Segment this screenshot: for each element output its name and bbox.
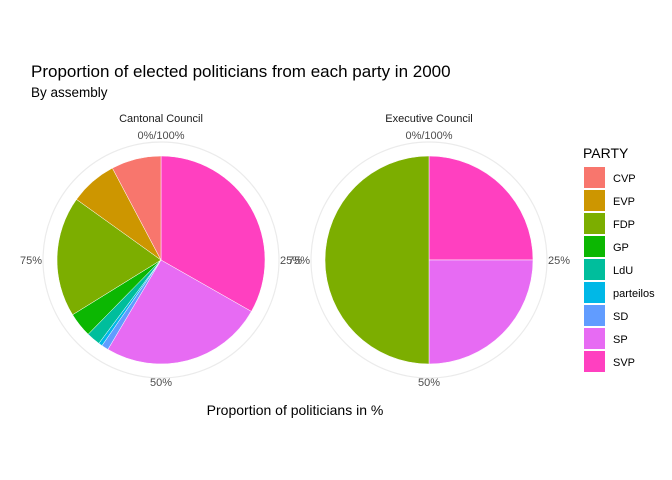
pie-slice-sp bbox=[428, 259, 534, 365]
legend-swatch bbox=[584, 351, 605, 372]
legend-label: parteilos bbox=[613, 288, 655, 300]
legend-item-cvp: CVP bbox=[584, 167, 636, 188]
pie-slice-fdp bbox=[56, 199, 162, 316]
legend-item-evp: EVP bbox=[584, 190, 635, 211]
legend-swatch bbox=[584, 259, 605, 280]
legend-label: FDP bbox=[613, 219, 635, 231]
legend-swatch bbox=[584, 282, 605, 303]
pie-panel: Executive Council 0%/100% 25% 50% 75% bbox=[288, 113, 570, 389]
angle-tick-label: 25% bbox=[548, 255, 570, 267]
legend-swatch bbox=[584, 167, 605, 188]
legend-label: SVP bbox=[613, 357, 635, 369]
pie-slice-fdp bbox=[324, 155, 430, 365]
legend-item-sp: SP bbox=[584, 328, 628, 349]
legend-label: SD bbox=[613, 311, 628, 323]
x-axis-title: Proportion of politicians in % bbox=[207, 402, 384, 418]
legend-item-sd: SD bbox=[584, 305, 628, 326]
pie-slice-cvp bbox=[112, 155, 162, 261]
angle-tick-label: 50% bbox=[418, 377, 440, 389]
angle-tick-label: 75% bbox=[20, 255, 42, 267]
angle-tick-label: 0%/100% bbox=[137, 130, 184, 142]
legend-item-fdp: FDP bbox=[584, 213, 635, 234]
pie-slice-svp bbox=[160, 155, 266, 312]
legend-swatch bbox=[584, 305, 605, 326]
legend-item-parteilos: parteilos bbox=[584, 282, 655, 303]
facet-label: Executive Council bbox=[385, 113, 472, 125]
legend-item-ldu: LdU bbox=[584, 259, 633, 280]
legend-label: LdU bbox=[613, 265, 633, 277]
grid-ring bbox=[310, 141, 548, 379]
facet-label: Cantonal Council bbox=[119, 113, 203, 125]
legend-swatch bbox=[584, 190, 605, 211]
chart-title: Proportion of elected politicians from e… bbox=[31, 62, 451, 81]
pie-panels: Cantonal Council0%/100%25%50%75%Executiv… bbox=[20, 113, 570, 389]
chart-subtitle: By assembly bbox=[31, 85, 108, 100]
legend-label: SP bbox=[613, 334, 628, 346]
pie-slice-sp bbox=[107, 259, 252, 365]
legend-label: GP bbox=[613, 242, 629, 254]
legend: PARTY CVP EVP FDP GP LdU parteilos SD SP SVP bbox=[583, 145, 655, 372]
pie-slice-svp bbox=[428, 155, 534, 261]
legend-item-svp: SVP bbox=[584, 351, 635, 372]
legend-label: CVP bbox=[613, 173, 636, 185]
legend-label: EVP bbox=[613, 196, 635, 208]
grid-ring bbox=[42, 141, 280, 379]
legend-swatch bbox=[584, 213, 605, 234]
legend-title: PARTY bbox=[583, 145, 629, 161]
angle-tick-label: 50% bbox=[150, 377, 172, 389]
legend-item-gp: GP bbox=[584, 236, 629, 257]
angle-tick-label: 25% bbox=[280, 255, 302, 267]
angle-tick-label: 0%/100% bbox=[405, 130, 452, 142]
legend-items: CVP EVP FDP GP LdU parteilos SD SP SVP bbox=[584, 167, 655, 372]
pie-panel: Cantonal Council 0%/100% 25% 50% 75% bbox=[20, 113, 302, 389]
legend-swatch bbox=[584, 328, 605, 349]
angle-tick-label: 75% bbox=[288, 255, 310, 267]
legend-swatch bbox=[584, 236, 605, 257]
